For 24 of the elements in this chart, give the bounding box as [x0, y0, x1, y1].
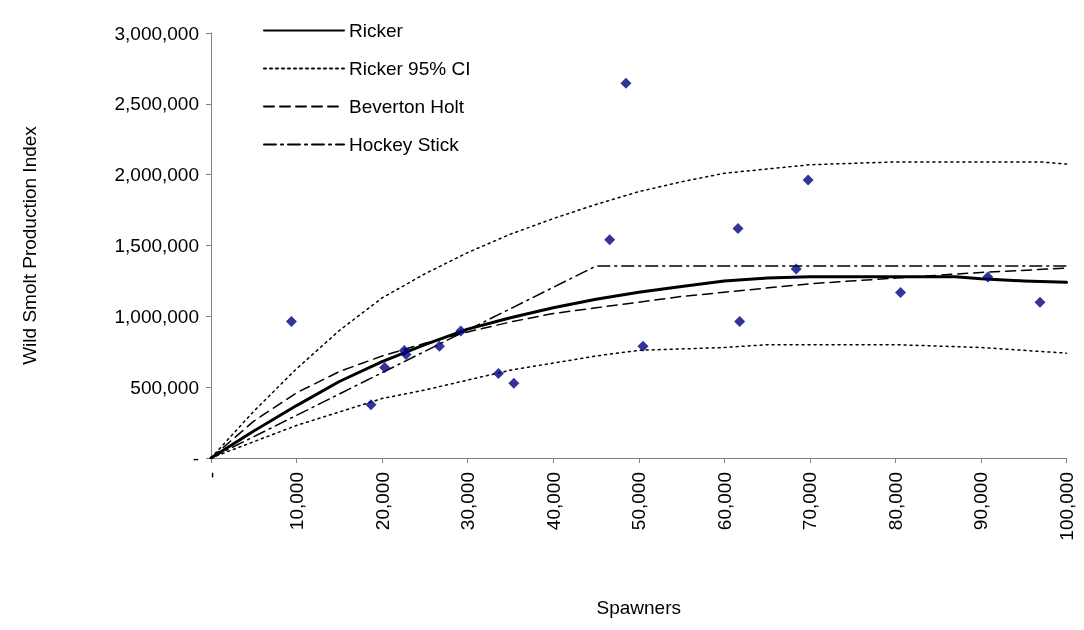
x-tick-label: 10,000 — [286, 472, 308, 531]
legend-label: Hockey Stick — [349, 134, 460, 155]
legend-label: Ricker — [349, 20, 404, 41]
legend-label: Ricker 95% CI — [349, 58, 471, 79]
y-tick-label: 3,000,000 — [114, 22, 199, 44]
y-axis-title: Wild Smolt Production Index — [19, 125, 40, 365]
x-tick-label: 30,000 — [457, 472, 479, 531]
x-tick-label: - — [200, 472, 222, 479]
y-tick-label: - — [192, 447, 199, 469]
y-tick-label: 2,000,000 — [114, 164, 199, 186]
x-tick-label: 60,000 — [713, 472, 735, 531]
x-tick-label: 40,000 — [542, 472, 564, 531]
x-tick-label: 70,000 — [799, 472, 821, 531]
x-tick-label: 100,000 — [1056, 472, 1077, 541]
y-tick-label: 1,500,000 — [114, 235, 199, 256]
y-tick-label: 1,000,000 — [114, 305, 199, 327]
x-tick-label: 20,000 — [371, 472, 393, 531]
y-tick-label: 500,000 — [130, 376, 199, 398]
x-tick-label: 50,000 — [628, 472, 650, 531]
x-axis-title: Spawners — [596, 597, 681, 618]
x-tick-label: 80,000 — [884, 472, 906, 531]
y-tick-label: 2,500,000 — [114, 93, 199, 115]
x-tick-label: 90,000 — [970, 472, 992, 531]
legend-label: Beverton Holt — [349, 96, 465, 117]
